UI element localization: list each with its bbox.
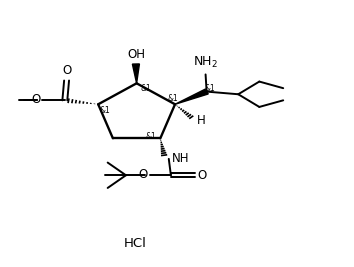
Text: NH$_2$: NH$_2$ [193,54,218,70]
Text: O: O [62,64,71,77]
Text: &1: &1 [168,94,179,103]
Text: &1: &1 [205,84,216,93]
Text: &1: &1 [145,132,156,142]
Text: O: O [198,169,207,182]
Polygon shape [132,64,139,83]
Text: &1: &1 [141,84,152,93]
Text: HCl: HCl [124,237,146,250]
Polygon shape [175,89,208,104]
Text: &1: &1 [99,106,110,115]
Text: OH: OH [127,48,145,61]
Text: O: O [138,168,148,181]
Text: NH: NH [172,152,190,165]
Text: O: O [31,93,40,106]
Text: H: H [197,115,206,127]
